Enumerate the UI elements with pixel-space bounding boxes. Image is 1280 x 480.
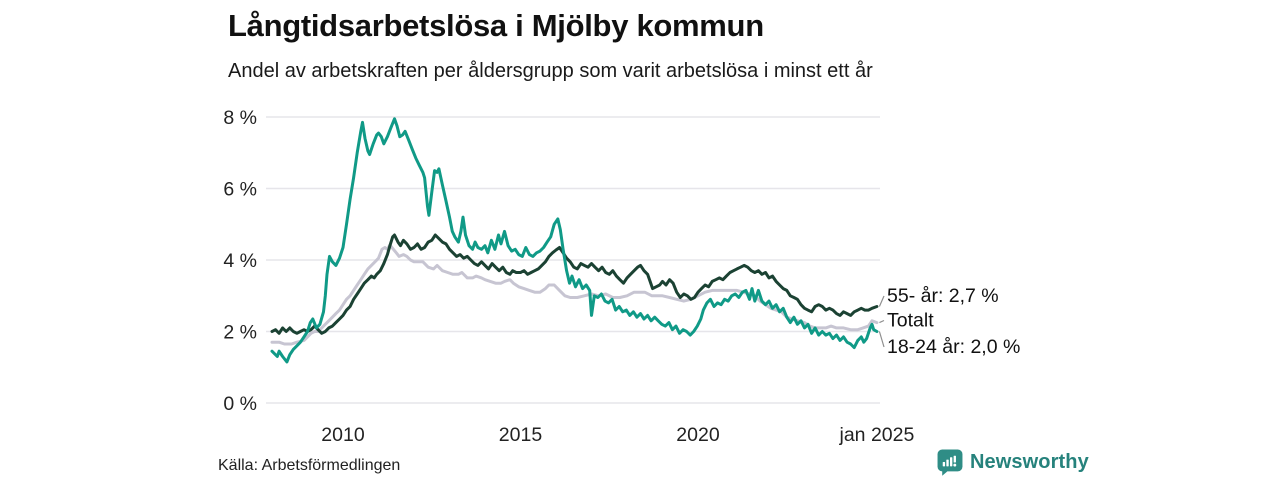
source-note: Källa: Arbetsförmedlingen (218, 457, 401, 474)
series-end-label-18-24-ar: 18-24 år: 2,0 % (887, 336, 1020, 358)
series-end-label-55-ar: 55- år: 2,7 % (887, 285, 999, 307)
label-connector-18-24-ar (878, 331, 885, 348)
series-end-label-totalt: Totalt (887, 310, 934, 332)
y-tick-label: 8 % (223, 107, 257, 129)
x-tick-label: 2010 (321, 424, 365, 446)
chart-subtitle: Andel av arbetskraften per åldersgrupp s… (228, 60, 873, 82)
newsworthy-bubble-chart-icon (937, 449, 963, 476)
y-tick-label: 4 % (223, 250, 257, 272)
chart-svg: 0 % 2 % 4 % 6 % 8 % 2010 2015 2020 jan 2025 Total… (223, 107, 1020, 446)
y-tick-label: 0 % (223, 393, 257, 415)
y-tick-label: 2 % (223, 322, 257, 344)
y-tick-label: 6 % (223, 179, 257, 201)
newsworthy-logo: Newsworthy (937, 449, 1089, 476)
series-line-totalt (270, 243, 879, 346)
chart-title: Långtidsarbetslösa i Mjölby kommun (228, 8, 764, 43)
label-connector-55-ar (878, 295, 885, 307)
label-connector-totalt (879, 319, 885, 324)
x-tick-label: 2015 (499, 424, 543, 446)
brand-name: Newsworthy (970, 451, 1089, 473)
x-tick-label: jan 2025 (839, 424, 915, 446)
series-line-18-24-ar (270, 117, 879, 364)
series-line-55-ar (270, 233, 879, 335)
x-tick-label: 2020 (676, 424, 720, 446)
